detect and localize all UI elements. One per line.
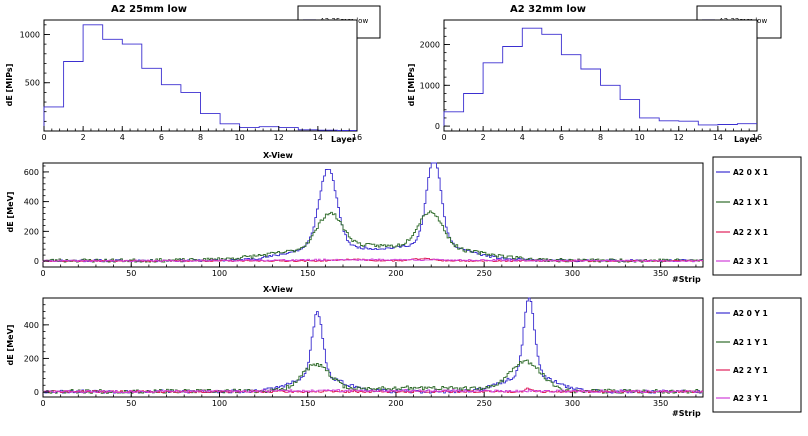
y-tick-label: 0 [34, 257, 39, 266]
series-line [42, 258, 703, 267]
y-tick-label: 2000 [420, 40, 440, 49]
y-tick-label: 400 [24, 321, 39, 330]
legend-label: A2 0 X 1 [733, 168, 768, 177]
legend-entry: A2 0 X 1 [716, 168, 768, 177]
x-tick-label: 300 [565, 399, 580, 408]
x-tick-label: 16 [352, 133, 362, 142]
legend-entry: A2 1 X 1 [716, 198, 768, 207]
y-axis-label: dE [MIPs] [407, 64, 416, 107]
x-axis-label: Layer [734, 135, 759, 144]
legend-label: A2 2 X 1 [733, 228, 768, 237]
legend-entry: A2 3 X 1 [716, 257, 768, 266]
series-line [43, 24, 357, 131]
x-tick-label: 150 [300, 269, 315, 278]
x-tick-label: 100 [212, 399, 227, 408]
x-tick-label: 50 [126, 399, 136, 408]
x-tick-label: 0 [40, 269, 45, 278]
legend-entry: A2 2 Y 1 [716, 366, 768, 375]
plot-area: 0 2 4 6 8 10 12 14 16 0 1000 2000 [420, 19, 762, 142]
panel-x-view-x: X-View dE [MeV] #Strip 0 50 100 150 200 250 30… [6, 151, 802, 284]
x-tick-label: 12 [674, 133, 684, 142]
x-tick-label: 8 [198, 133, 203, 142]
legend-label: A2 3 X 1 [733, 257, 768, 266]
x-tick-label: 150 [300, 399, 315, 408]
series-line [42, 389, 703, 397]
panel-x-view-y: X-View dE [MeV] #Strip 0 50 100 150 200 250 30… [6, 285, 802, 418]
chart-title: X-View [263, 151, 293, 160]
plot-area: 0 50 100 150 200 250 300 350 0 200 400 [24, 297, 704, 408]
y-tick-label: 1000 [20, 30, 40, 39]
x-tick-label: 200 [388, 269, 403, 278]
x-tick-label: 350 [653, 269, 668, 278]
legend-entry: A2 3 Y 1 [716, 394, 768, 403]
y-tick-label: 400 [24, 198, 39, 207]
legend-label: A2 0 Y 1 [733, 309, 768, 318]
y-tick-label: 200 [24, 227, 39, 236]
legend-label: A2 3 Y 1 [733, 394, 768, 403]
plot-frame [42, 162, 704, 268]
legend-entry: A2 0 Y 1 [716, 309, 768, 318]
x-tick-label: 0 [40, 399, 45, 408]
x-tick-label: 8 [598, 133, 603, 142]
y-axis-label: dE [MeV] [6, 192, 15, 233]
x-tick-label: 0 [441, 133, 446, 142]
y-tick-label: 0 [34, 388, 39, 397]
x-tick-label: 14 [313, 133, 323, 142]
y-tick-label: 600 [24, 168, 39, 177]
x-tick-label: 50 [126, 269, 136, 278]
x-axis-label: Layer [331, 135, 356, 144]
plot-frame [43, 19, 358, 132]
chart-title: X-View [263, 285, 293, 294]
legend-label: A2 1 Y 1 [733, 338, 768, 347]
legend-box [712, 156, 802, 276]
legend-label: A2 1 X 1 [733, 198, 768, 207]
x-tick-label: 6 [159, 133, 164, 142]
x-tick-label: 200 [388, 399, 403, 408]
x-axis-label: #Strip [672, 275, 701, 284]
x-tick-label: 350 [653, 399, 668, 408]
x-tick-label: 14 [713, 133, 723, 142]
y-tick-label: 0 [435, 122, 440, 131]
y-tick-label: 200 [24, 354, 39, 363]
x-tick-label: 4 [520, 133, 525, 142]
legend-label: A2 2 Y 1 [733, 366, 768, 375]
panel-a2-32mm: A2 32mm low A2 32mm low dE [MIPs] Layer … [407, 4, 782, 144]
plot-area: 0 2 4 6 8 10 12 14 16 500 1000 [20, 19, 362, 142]
chart-title: A2 25mm low [111, 4, 187, 15]
chart-title: A2 32mm low [510, 4, 586, 15]
panel-a2-25mm: A2 25mm low A2 25mm low dE [MIPs] Layer … [5, 4, 381, 144]
x-tick-label: 100 [212, 269, 227, 278]
x-tick-label: 6 [559, 133, 564, 142]
legend-entry: A2 1 Y 1 [716, 338, 768, 347]
x-tick-label: 12 [274, 133, 284, 142]
series-line [443, 27, 757, 131]
x-tick-label: 250 [477, 269, 492, 278]
x-tick-label: 250 [477, 399, 492, 408]
x-tick-label: 16 [752, 133, 762, 142]
plot-frame [42, 297, 704, 398]
legend-entry: A2 2 X 1 [716, 228, 768, 237]
x-tick-label: 4 [120, 133, 125, 142]
x-tick-label: 10 [235, 133, 245, 142]
plot-area: 0 50 100 150 200 250 300 350 0 200 400 600 [24, 162, 704, 278]
y-axis-label: dE [MIPs] [5, 64, 14, 107]
x-tick-label: 10 [635, 133, 645, 142]
y-tick-label: 1000 [420, 81, 440, 90]
y-tick-label: 500 [25, 79, 40, 88]
x-axis-label: #Strip [672, 409, 701, 418]
x-tick-label: 300 [565, 269, 580, 278]
y-axis-label: dE [MeV] [6, 325, 15, 366]
x-tick-label: 0 [41, 133, 46, 142]
x-tick-label: 2 [81, 133, 86, 142]
x-tick-label: 2 [481, 133, 486, 142]
legend-box [712, 297, 802, 413]
